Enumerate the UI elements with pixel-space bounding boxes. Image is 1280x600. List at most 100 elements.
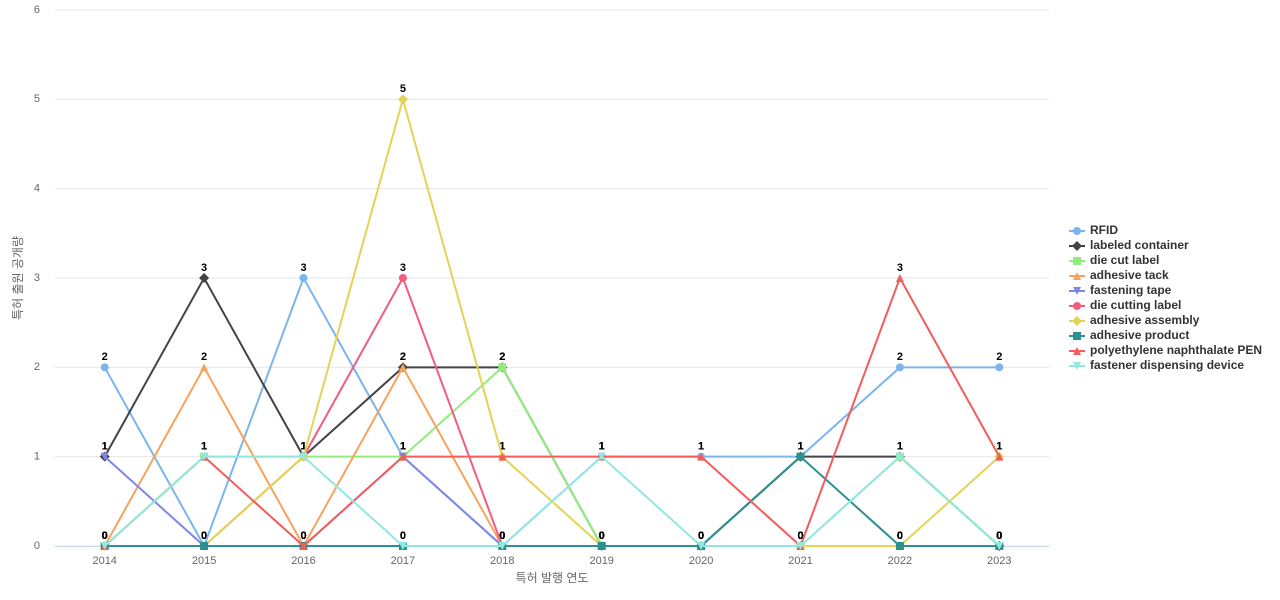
data-label: 0 xyxy=(599,530,605,542)
data-label: 1 xyxy=(698,441,704,453)
data-label: 2 xyxy=(996,351,1002,363)
data-label: 0 xyxy=(102,530,108,542)
data-label: 3 xyxy=(300,262,306,274)
data-label: 1 xyxy=(300,441,306,453)
marker xyxy=(895,363,904,372)
data-label: 1 xyxy=(400,441,406,453)
x-tick-label: 2018 xyxy=(490,555,514,567)
marker xyxy=(498,452,507,461)
data-label: 0 xyxy=(599,530,605,542)
data-label: 5 xyxy=(400,83,406,95)
data-label: 0 xyxy=(698,530,704,542)
marker xyxy=(995,452,1004,461)
data-label: 1 xyxy=(300,441,306,453)
data-label: 2 xyxy=(201,351,207,363)
marker xyxy=(398,542,407,550)
data-label: 2 xyxy=(400,351,406,363)
data-label: 1 xyxy=(201,441,207,453)
legend-label: polyethylene naphthalate PEN xyxy=(1090,343,1262,357)
legend-label: labeled container xyxy=(1090,238,1189,252)
marker xyxy=(796,452,805,461)
legend-label: die cut label xyxy=(1090,253,1159,267)
data-label: 1 xyxy=(897,441,903,453)
data-label: 2 xyxy=(499,351,505,363)
data-label: 2 xyxy=(499,351,505,363)
marker xyxy=(895,542,904,550)
data-label: 0 xyxy=(300,530,306,542)
data-label: 0 xyxy=(599,530,605,542)
marker xyxy=(1073,362,1081,370)
marker xyxy=(1073,227,1081,235)
data-label: 0 xyxy=(499,530,505,542)
x-tick-label: 2021 xyxy=(788,555,812,567)
legend-label: adhesive assembly xyxy=(1090,313,1200,327)
legend-item: polyethylene naphthalate PEN xyxy=(1069,343,1262,357)
marker xyxy=(100,452,109,461)
data-label: 0 xyxy=(897,530,903,542)
legend-item: die cut label xyxy=(1069,253,1159,267)
y-tick-label: 2 xyxy=(34,361,40,373)
data-label: 1 xyxy=(400,441,406,453)
data-label: 0 xyxy=(897,530,903,542)
series xyxy=(100,274,1004,550)
data-label: 1 xyxy=(599,441,605,453)
data-label: 0 xyxy=(102,530,108,542)
data-label: 0 xyxy=(599,530,605,542)
marker xyxy=(199,273,210,283)
x-tick-label: 2022 xyxy=(888,555,912,567)
marker xyxy=(796,542,805,550)
data-label: 1 xyxy=(599,441,605,453)
legend-item: adhesive product xyxy=(1069,328,1189,342)
data-label: 0 xyxy=(201,530,207,542)
data-label: 0 xyxy=(698,530,704,542)
data-label: 0 xyxy=(201,530,207,542)
data-label: 0 xyxy=(897,530,903,542)
legend-label: RFID xyxy=(1090,223,1118,237)
y-tick-label: 6 xyxy=(34,4,40,16)
legend-label: fastener dispensing device xyxy=(1090,358,1244,372)
marker xyxy=(299,274,308,282)
marker xyxy=(398,452,407,461)
x-tick-label: 2014 xyxy=(92,555,116,567)
marker xyxy=(200,452,209,461)
data-label: 0 xyxy=(797,530,803,542)
marker xyxy=(597,452,606,461)
data-label: 0 xyxy=(499,530,505,542)
x-tick-label: 2023 xyxy=(987,555,1011,567)
data-label: 0 xyxy=(300,530,306,542)
data-label: 0 xyxy=(201,530,207,542)
marker xyxy=(895,452,904,461)
legend-label: adhesive tack xyxy=(1090,268,1169,282)
legend-item: die cutting label xyxy=(1069,298,1181,312)
data-label: 0 xyxy=(599,530,605,542)
data-label: 1 xyxy=(797,441,803,453)
data-label: 1 xyxy=(499,441,505,453)
data-label: 0 xyxy=(996,530,1002,542)
data-label: 1 xyxy=(996,441,1002,453)
data-label: 0 xyxy=(996,530,1002,542)
marker xyxy=(398,363,407,372)
data-label: 0 xyxy=(102,530,108,542)
data-label: 1 xyxy=(499,441,505,453)
x-tick-label: 2017 xyxy=(391,555,415,567)
data-label: 1 xyxy=(300,441,306,453)
series-line xyxy=(103,275,1000,549)
data-label: 0 xyxy=(698,530,704,542)
series-line xyxy=(104,275,1001,548)
data-label: 0 xyxy=(599,530,605,542)
data-label: 1 xyxy=(102,441,108,453)
data-label: 0 xyxy=(201,530,207,542)
data-label: 1 xyxy=(897,441,903,453)
series-line xyxy=(104,275,1000,547)
y-tick-label: 4 xyxy=(34,183,40,195)
data-label: 0 xyxy=(300,530,306,542)
data-label: 0 xyxy=(400,530,406,542)
data-label: 1 xyxy=(201,441,207,453)
data-label: 1 xyxy=(201,441,207,453)
legend-item: RFID xyxy=(1069,223,1118,237)
data-label: 0 xyxy=(797,530,803,542)
data-label: 1 xyxy=(698,441,704,453)
data-label: 3 xyxy=(201,262,207,274)
legend-item: fastener dispensing device xyxy=(1069,358,1244,372)
